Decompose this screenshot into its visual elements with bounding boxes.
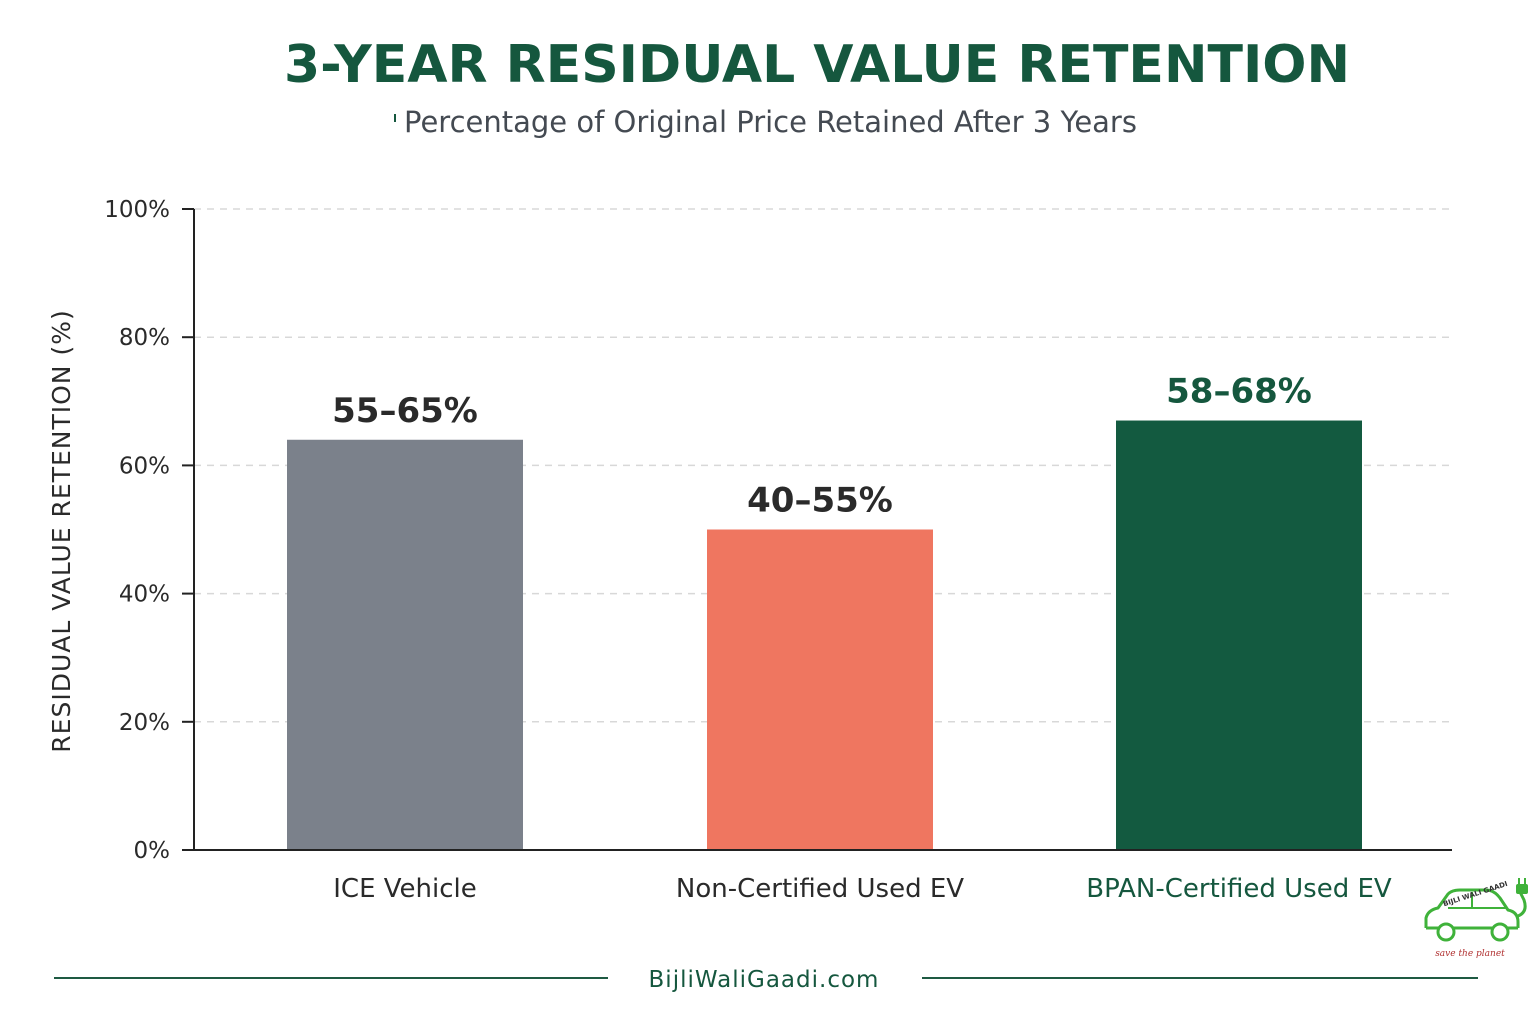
y-tick-label: 100% [104,197,170,223]
subtitle-group: Percentage of Original Price Retained Af… [394,105,1137,139]
y-tick-label: 20% [119,710,170,736]
chart-title: 3-YEAR RESIDUAL VALUE RETENTION [284,35,1350,95]
y-axis-label: RESIDUAL VALUE RETENTION (%) [47,309,76,752]
x-category-label: Non-Certified Used EV [676,874,964,904]
chart-subtitle: Percentage of Original Price Retained Af… [404,105,1137,139]
y-tick-label: 40% [119,582,170,608]
data-labels: 55–65% 40–55% 58–68% [332,372,1312,521]
x-category-label: BPAN-Certified Used EV [1086,874,1392,904]
y-tick-label: 60% [119,453,170,479]
logo: BIJLI WALI GAADI save the planet [1424,878,1528,959]
x-category-label: ICE Vehicle [333,874,477,904]
y-axis-ticks: 0% 20% 40% 60% 80% 100% [104,197,194,864]
footer: BijliWaliGaadi.com [54,967,1478,993]
bars [287,420,1362,850]
logo-name: BIJLI WALI GAADI [1442,880,1509,908]
bar-data-label: 58–68% [1166,372,1312,412]
y-tick-label: 80% [119,325,170,351]
bar-data-label: 55–65% [332,391,478,431]
bar [287,439,523,850]
y-tick-label: 0% [134,838,171,864]
logo-tagline: save the planet [1435,949,1505,959]
electric-car-plug-icon [1424,878,1528,942]
bar [707,529,933,850]
x-axis-categories: ICE Vehicle Non-Certified Used EV BPAN-Cer… [333,874,1392,904]
bar [1116,420,1362,850]
bar-data-label: 40–55% [747,481,893,521]
footer-site: BijliWaliGaadi.com [649,967,880,993]
subtitle-marker [394,114,396,122]
